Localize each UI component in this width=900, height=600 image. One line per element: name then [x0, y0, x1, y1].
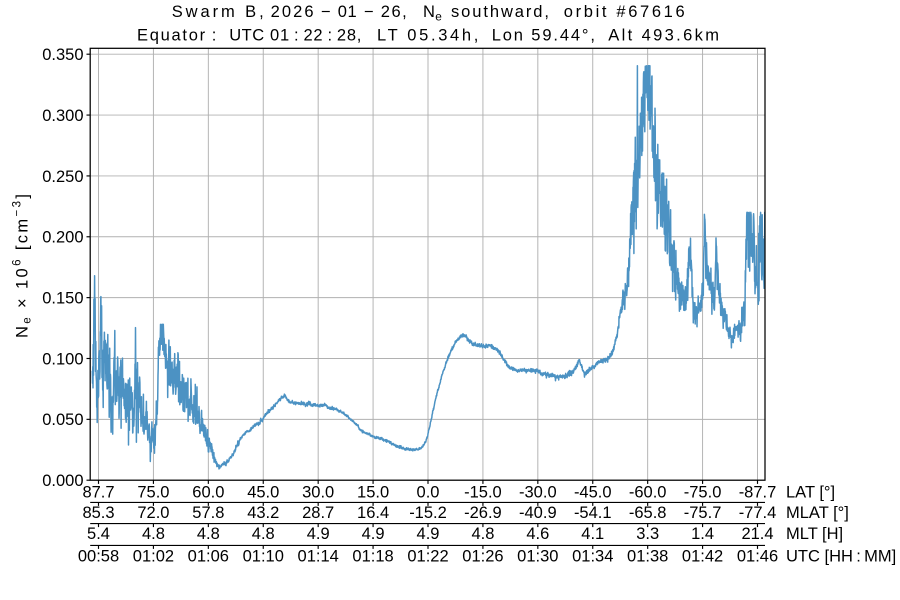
- svg-text:0.050: 0.050: [42, 411, 83, 429]
- svg-text:Ne × 106 [cm−3]: Ne × 106 [cm−3]: [12, 194, 34, 338]
- svg-text:87.7: 87.7: [82, 483, 114, 501]
- svg-text:72.0: 72.0: [137, 504, 169, 522]
- svg-text:-45.0: -45.0: [574, 483, 612, 501]
- svg-text:4.6: 4.6: [526, 525, 549, 543]
- svg-text:01:14: 01:14: [298, 547, 339, 565]
- svg-text:3.3: 3.3: [636, 525, 659, 543]
- svg-text:0.200: 0.200: [42, 229, 83, 247]
- svg-text:0.300: 0.300: [42, 107, 83, 125]
- svg-text:southward,: southward,: [451, 3, 549, 21]
- svg-text:01:34: 01:34: [572, 547, 613, 565]
- svg-text:15.0: 15.0: [357, 483, 389, 501]
- svg-text:4.9: 4.9: [362, 525, 385, 543]
- svg-text:LT 05.34h,: LT 05.34h,: [377, 27, 478, 45]
- svg-text:01:22: 01:22: [407, 547, 448, 565]
- svg-text:0.150: 0.150: [42, 290, 83, 308]
- svg-text:01:10: 01:10: [243, 547, 284, 565]
- svg-text:Swarm B,: Swarm B,: [172, 3, 264, 21]
- svg-text:N: N: [423, 3, 435, 21]
- svg-text:-15.0: -15.0: [464, 483, 502, 501]
- svg-text:4.8: 4.8: [142, 525, 165, 543]
- svg-text:85.3: 85.3: [82, 504, 114, 522]
- svg-text:-65.8: -65.8: [629, 504, 667, 522]
- svg-text:1.4: 1.4: [691, 525, 714, 543]
- svg-text:-30.0: -30.0: [519, 483, 557, 501]
- svg-text:01:26: 01:26: [462, 547, 503, 565]
- svg-text:Equator :: Equator :: [137, 27, 216, 45]
- svg-text:01:06: 01:06: [188, 547, 229, 565]
- svg-text:01 : 22 : 28,: 01 : 22 : 28,: [270, 27, 361, 45]
- svg-text:0.250: 0.250: [42, 168, 83, 186]
- svg-text:01: 01: [338, 3, 357, 21]
- svg-text:UTC: UTC: [229, 27, 264, 45]
- svg-text:00:58: 00:58: [78, 547, 119, 565]
- svg-text:75.0: 75.0: [137, 483, 169, 501]
- svg-text:01:42: 01:42: [682, 547, 723, 565]
- svg-text:21.4: 21.4: [741, 525, 773, 543]
- svg-text:57.8: 57.8: [192, 504, 224, 522]
- svg-text:−: −: [321, 3, 331, 21]
- svg-text:-54.1: -54.1: [574, 504, 612, 522]
- svg-text:-77.4: -77.4: [739, 504, 777, 522]
- svg-text:01:30: 01:30: [517, 547, 558, 565]
- svg-text:MLAT [°]: MLAT [°]: [786, 504, 849, 522]
- svg-text:16.4: 16.4: [357, 504, 389, 522]
- svg-text:-60.0: -60.0: [629, 483, 667, 501]
- svg-text:-75.7: -75.7: [684, 504, 722, 522]
- svg-text:26,: 26,: [381, 3, 407, 21]
- svg-text:5.4: 5.4: [87, 525, 110, 543]
- svg-text:MLT [H]: MLT [H]: [786, 525, 843, 543]
- svg-text:-15.2: -15.2: [409, 504, 447, 522]
- svg-text:4.9: 4.9: [417, 525, 440, 543]
- svg-text:28.7: 28.7: [302, 504, 334, 522]
- svg-text:4.8: 4.8: [252, 525, 275, 543]
- svg-text:45.0: 45.0: [247, 483, 279, 501]
- svg-text:LAT [°]: LAT [°]: [786, 483, 835, 501]
- svg-text:4.1: 4.1: [581, 525, 604, 543]
- svg-text:-40.9: -40.9: [519, 504, 557, 522]
- svg-text:−: −: [364, 3, 374, 21]
- svg-text:0.100: 0.100: [42, 350, 83, 368]
- svg-text:4.9: 4.9: [307, 525, 330, 543]
- svg-text:0.000: 0.000: [42, 472, 83, 490]
- svg-text:-75.0: -75.0: [684, 483, 722, 501]
- svg-text:e: e: [435, 9, 442, 23]
- svg-text:4.8: 4.8: [471, 525, 494, 543]
- svg-text:-26.9: -26.9: [464, 504, 502, 522]
- svg-text:01:46: 01:46: [737, 547, 778, 565]
- svg-text:4.8: 4.8: [197, 525, 220, 543]
- svg-text:01:38: 01:38: [627, 547, 668, 565]
- svg-text:Alt 493.6km: Alt 493.6km: [608, 27, 719, 45]
- svg-text:Lon 59.44°,: Lon 59.44°,: [492, 27, 595, 45]
- svg-text:0.0: 0.0: [417, 483, 440, 501]
- svg-text:01:18: 01:18: [352, 547, 393, 565]
- svg-text:30.0: 30.0: [302, 483, 334, 501]
- svg-text:-87.7: -87.7: [739, 483, 777, 501]
- svg-text:0.350: 0.350: [42, 46, 83, 64]
- svg-text:UTC [HH : MM]: UTC [HH : MM]: [786, 547, 896, 565]
- svg-text:60.0: 60.0: [192, 483, 224, 501]
- svg-text:43.2: 43.2: [247, 504, 279, 522]
- svg-text:01:02: 01:02: [133, 547, 174, 565]
